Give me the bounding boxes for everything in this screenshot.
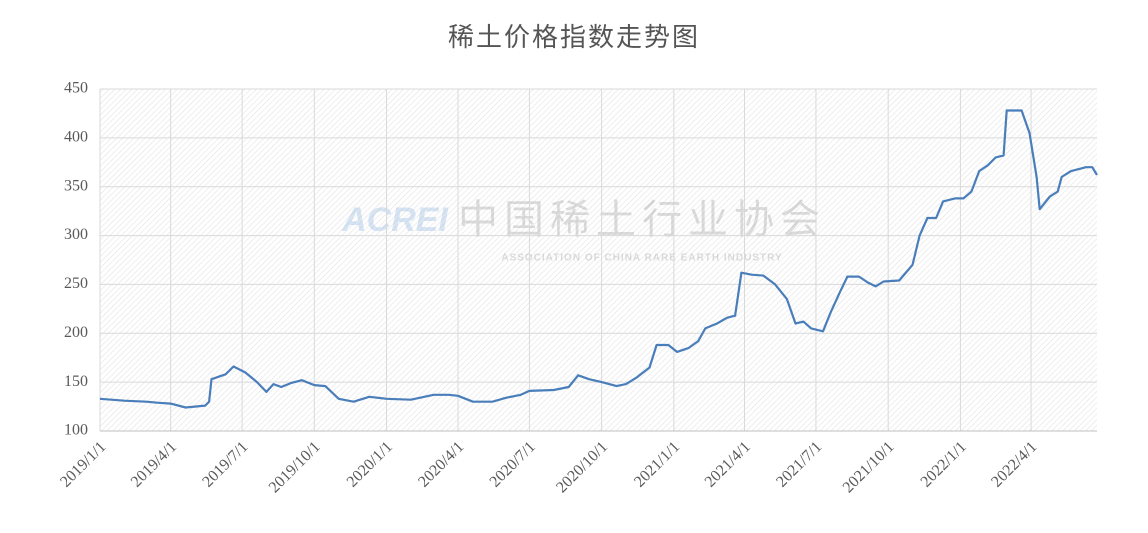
x-tick-label: 2022/1/1 xyxy=(918,438,970,490)
y-tick-label: 250 xyxy=(64,275,88,292)
y-tick-label: 150 xyxy=(64,373,88,390)
data-line xyxy=(99,109,1098,409)
x-tick-label: 2021/7/1 xyxy=(773,438,825,490)
chart-title: 稀土价格指数走势图 xyxy=(448,23,700,52)
x-tick-label: 2020/10/1 xyxy=(553,438,611,496)
x-tick-label: 2021/1/1 xyxy=(631,438,683,490)
x-tick-label: 2019/7/1 xyxy=(199,438,251,490)
x-tick-label: 2021/10/1 xyxy=(840,438,898,496)
y-tick-label: 400 xyxy=(64,129,88,146)
watermark: ACREI 中国稀土行业协会 ASSOCIATION OF CHINA RARE… xyxy=(341,197,826,264)
watermark-name: 中国稀土行业协会 xyxy=(458,197,826,242)
y-tick-label: 200 xyxy=(64,324,88,341)
x-tick-label: 2019/10/1 xyxy=(266,438,324,496)
x-tick-label: 2020/1/1 xyxy=(344,438,396,490)
x-tick-label: 2019/4/1 xyxy=(128,438,180,490)
x-tick-label: 2021/4/1 xyxy=(702,438,754,490)
watermark-logo: ACREI xyxy=(341,201,449,239)
watermark-subtitle: ASSOCIATION OF CHINA RARE EARTH INDUSTRY xyxy=(501,253,782,264)
x-tick-label: 2019/1/1 xyxy=(57,438,109,490)
x-tick-label: 2020/4/1 xyxy=(415,438,467,490)
y-tick-label: 350 xyxy=(64,177,88,194)
y-tick-label: 450 xyxy=(64,80,88,97)
x-tick-label: 2022/4/1 xyxy=(988,438,1040,490)
y-tick-label: 100 xyxy=(64,422,88,439)
y-tick-label: 300 xyxy=(64,226,88,243)
plot-area xyxy=(100,89,1097,431)
x-tick-label: 2020/7/1 xyxy=(487,438,539,490)
